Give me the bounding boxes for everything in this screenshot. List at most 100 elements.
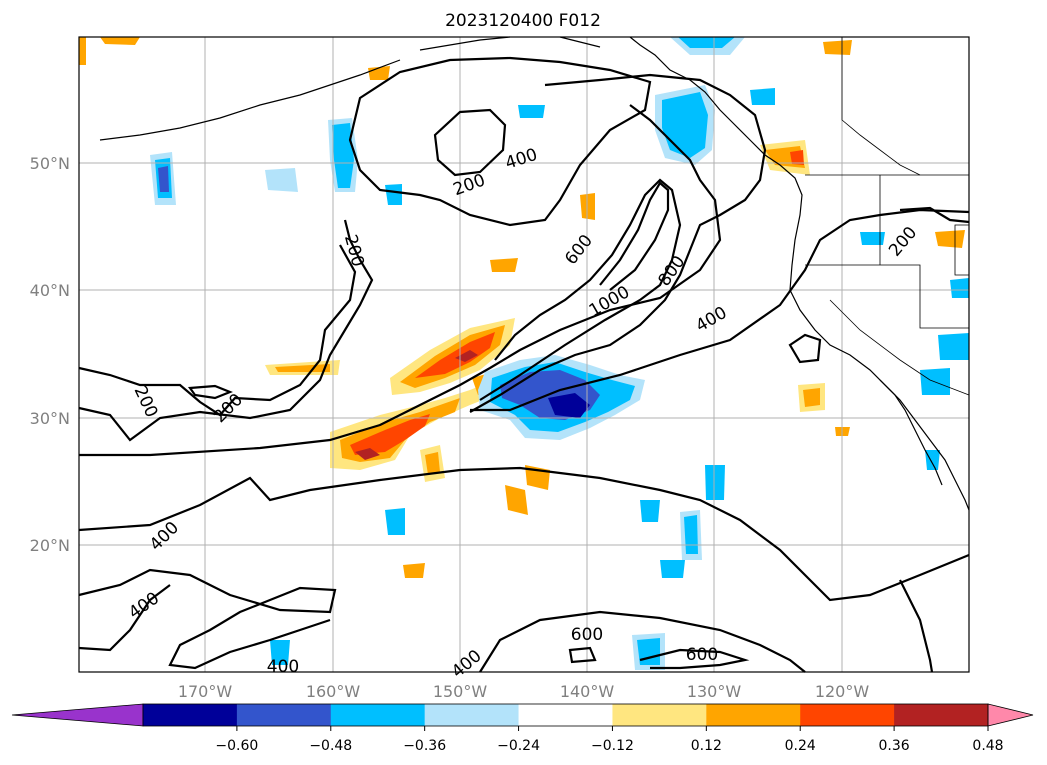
colorbar: −0.60 −0.48 −0.36 −0.24 −0.12 0.12 0.24 0.36 0.4… (11, 703, 1034, 754)
coastlines (99, 36, 970, 511)
contour-line (78, 244, 357, 417)
warm-patch (403, 563, 425, 578)
colorbar-segment (330, 704, 426, 726)
colorbar-segment (424, 704, 520, 726)
contour-label: 400 (267, 657, 299, 677)
cool-patch (925, 450, 940, 470)
warm-patch (935, 230, 965, 248)
latitude-labels: 50°N 40°N 30°N 20°N (30, 154, 70, 555)
lon-label: 130°W (687, 682, 742, 701)
colorbar-segment (236, 704, 332, 726)
cool-patch (662, 92, 708, 158)
lat-label: 40°N (30, 281, 70, 300)
map-background (79, 37, 969, 672)
state-border (829, 299, 970, 396)
cool-patch (860, 232, 885, 245)
contour-line (78, 219, 374, 442)
colorbar-segment (518, 704, 613, 726)
contour-line (599, 181, 670, 291)
warm-patch (490, 258, 518, 272)
longitude-labels: 170°W 160°W 150°W 140°W 130°W 120°W (178, 682, 870, 701)
lon-label: 120°W (815, 682, 870, 701)
state-border (841, 37, 921, 176)
cool-patch (660, 560, 685, 578)
warm-patch (100, 37, 140, 45)
lon-label: 170°W (178, 682, 233, 701)
contour-line (79, 104, 722, 457)
cool-patch (640, 500, 660, 522)
north-america-coastline (629, 36, 970, 511)
cool-patch (518, 105, 545, 118)
colorbar-segment (612, 704, 707, 726)
contour-line (469, 73, 767, 413)
colorbar-tick-label: −0.60 (215, 738, 258, 754)
colorbar-outline (142, 703, 989, 727)
coastline (419, 36, 511, 51)
colorbar-segment (706, 704, 801, 726)
cool-patch (158, 166, 169, 192)
warm-patch (79, 37, 86, 65)
state-border (805, 264, 969, 329)
colorbar-tick-label: 0.36 (879, 738, 910, 754)
warm-patch (355, 448, 380, 460)
cool-patch (332, 123, 354, 188)
contour-label: 600 (571, 625, 603, 645)
warm-patch (350, 414, 430, 455)
lon-label: 160°W (306, 682, 361, 701)
contour-line (899, 206, 970, 224)
cool-patch (270, 640, 290, 665)
colorbar-segment (894, 704, 989, 726)
cool-patch (938, 333, 969, 360)
map-title: 2023120400 F012 (445, 11, 601, 31)
contour-line (788, 333, 822, 364)
lat-label: 50°N (30, 154, 70, 173)
colorbar-tick-label: −0.24 (497, 738, 540, 754)
alaska-coastline (99, 59, 401, 141)
contour-line (479, 610, 806, 673)
lat-label: 20°N (30, 536, 70, 555)
lon-label: 150°W (433, 682, 488, 701)
contour-line (187, 384, 233, 400)
cool-patch (684, 515, 698, 554)
contour-line (470, 208, 970, 412)
warm-patch (790, 150, 804, 165)
colorbar-extend-max (987, 703, 1034, 727)
warm-patch (803, 388, 820, 407)
coastline (559, 36, 601, 48)
contour-label: 600 (686, 645, 718, 665)
map-panel: 200 400 600 800 1000 200 400 200 200 400… (78, 36, 970, 682)
colorbar-tick-label: −0.36 (403, 738, 446, 754)
colorbar-segment (800, 704, 895, 726)
cool-patch (678, 37, 735, 48)
warm-patch (415, 332, 495, 378)
colorbar-tick-label: −0.12 (591, 738, 634, 754)
contour-line (639, 648, 750, 670)
contour-line (568, 646, 597, 664)
lon-label: 140°W (560, 682, 615, 701)
colorbar-tick-label: −0.48 (309, 738, 352, 754)
warm-patch (823, 40, 852, 55)
colorbar-tick-label: 0.12 (691, 738, 722, 754)
lat-label: 30°N (30, 409, 70, 428)
warm-patch (455, 350, 478, 362)
contour-line (433, 108, 507, 177)
cool-patch (385, 508, 405, 535)
colorbar-tick-label: 0.48 (972, 738, 1003, 754)
cool-patch (750, 88, 775, 105)
cool-patch (950, 278, 969, 298)
contour-line (78, 568, 337, 670)
contour-line (479, 178, 682, 401)
cool-patch (548, 393, 590, 418)
colorbar-extend-min (11, 703, 144, 727)
colorbar-tick-label: 0.24 (785, 738, 816, 754)
baja-coastline (879, 379, 943, 486)
cool-patch (385, 184, 402, 205)
map-frame (78, 36, 970, 673)
warm-patch (505, 485, 528, 515)
warm-patch (425, 452, 440, 475)
contour-line (78, 466, 970, 602)
gridlines (79, 37, 969, 672)
colorbar-segment (143, 704, 238, 726)
contour-line (78, 584, 171, 652)
